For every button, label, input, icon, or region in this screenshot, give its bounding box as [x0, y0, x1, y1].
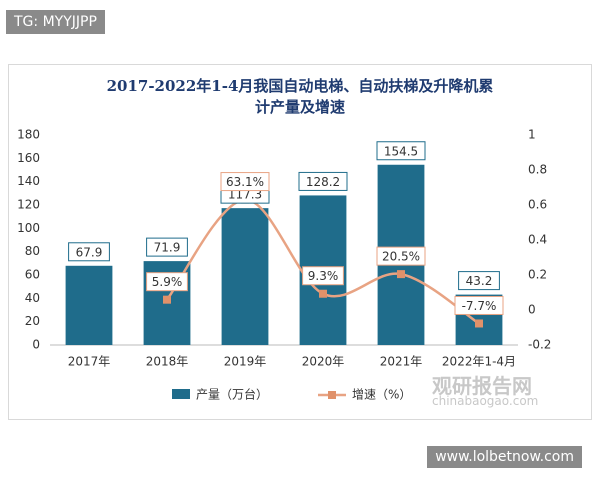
- bar-value-label: 43.2: [466, 274, 493, 288]
- line-value-label-box: [302, 266, 344, 286]
- legend-swatch: [172, 389, 190, 399]
- bar-value-label-box: [146, 237, 188, 257]
- y-tick-label: 160: [17, 151, 40, 165]
- y2-tick-label: 0.6: [528, 198, 547, 212]
- line-marker: [163, 295, 171, 304]
- watermark-tag: TG: MYYJJPP: [6, 10, 105, 34]
- line-value-label: 20.5%: [382, 250, 420, 264]
- bar-value-label: 67.9: [76, 245, 103, 259]
- line-value-label: -7.7%: [462, 299, 497, 313]
- y-tick-label: 180: [17, 128, 40, 142]
- y2-tick-label: 0.2: [528, 268, 547, 282]
- bar-value-label: 154.5: [384, 144, 418, 158]
- legend-marker: [328, 391, 336, 399]
- x-tick-label: 2020年: [302, 355, 345, 369]
- chart-title: 2017-2022年1-4月我国自动电梯、自动扶梯及升降机累计产量及增速: [106, 77, 494, 116]
- bar: [65, 265, 113, 345]
- x-tick-label: 2018年: [146, 355, 189, 369]
- bar-value-label-box: [458, 271, 500, 291]
- bar-value-label-box: [298, 171, 348, 191]
- line-marker: [319, 289, 327, 298]
- y-tick-label: 100: [17, 221, 40, 235]
- y-tick-label: 140: [17, 174, 40, 188]
- line-marker: [475, 319, 483, 328]
- line-value-label-box: [146, 272, 188, 292]
- y2-tick-label: 0: [528, 303, 536, 317]
- bar-value-label: 117.3: [228, 188, 262, 202]
- y-tick-label: 20: [25, 314, 40, 328]
- line-value-label-box: [376, 246, 426, 266]
- line-value-label: 63.1%: [226, 175, 264, 189]
- bar-value-label: 71.9: [154, 241, 181, 255]
- y-tick-label: 0: [32, 338, 40, 352]
- line-value-label: 5.9%: [152, 275, 183, 289]
- y2-tick-label: 0.4: [528, 233, 547, 247]
- watermark-logo: 观研报告网: [432, 374, 532, 398]
- x-tick-label: 2021年: [380, 355, 423, 369]
- y-tick-label: 40: [25, 291, 40, 305]
- y2-tick-label: 1: [528, 128, 536, 142]
- chart-frame: [8, 64, 592, 420]
- line-value-label: 9.3%: [308, 269, 339, 283]
- legend-label: 产量（万台）: [196, 387, 268, 402]
- bar-value-label-box: [376, 141, 426, 161]
- watermark-url: chinabaogao.com: [432, 394, 539, 408]
- line-value-label-box: [454, 295, 504, 315]
- bar-value-label: 128.2: [306, 175, 340, 189]
- bar-value-label-box: [68, 242, 110, 262]
- x-tick-label: 2017年: [68, 355, 111, 369]
- y2-tick-label: 0.8: [528, 163, 547, 177]
- line-value-label-box: [220, 172, 270, 192]
- bar: [221, 208, 269, 345]
- x-tick-label: 2022年1-4月: [442, 355, 516, 369]
- line-marker: [397, 270, 405, 279]
- watermark-site: www.lolbetnow.com: [427, 446, 582, 468]
- y2-tick-label: -0.2: [528, 338, 551, 352]
- y-tick-label: 120: [17, 198, 40, 212]
- legend-label: 增速（%）: [352, 388, 411, 402]
- y-tick-label: 80: [25, 244, 40, 258]
- y-tick-label: 60: [25, 268, 40, 282]
- x-tick-label: 2019年: [224, 355, 267, 369]
